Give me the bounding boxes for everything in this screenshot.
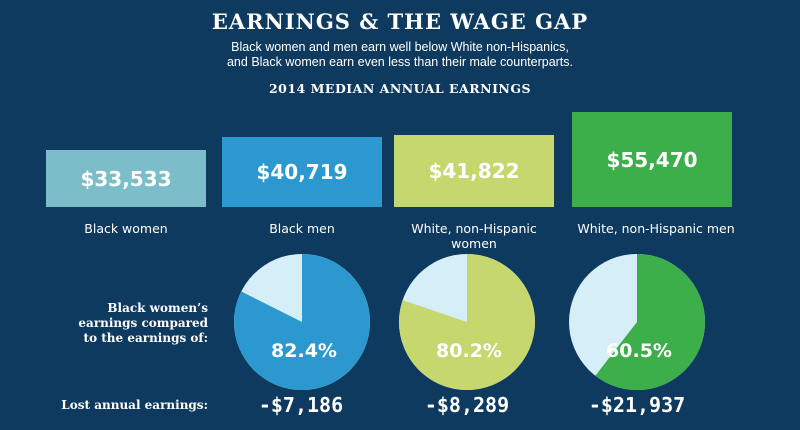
bar-value-label: $41,822	[428, 159, 520, 183]
pie-share-slice	[234, 254, 370, 390]
category-label-black-men: Black men	[269, 221, 335, 236]
chart-title: EARNINGS & THE WAGE GAP	[211, 9, 589, 34]
comparison-label-line-3: to the earnings of:	[83, 331, 208, 345]
subtitle-line-1: Black women and men earn well below Whit…	[231, 40, 569, 54]
bar-value-label: $40,719	[256, 160, 348, 184]
subtitle-line-2: and Black women earn even less than thei…	[226, 55, 574, 69]
category-label-white-men: White, non-Hispanic men	[577, 221, 735, 236]
section-title: 2014 MEDIAN ANNUAL EARNINGS	[268, 81, 532, 96]
lost-earnings-white-women: -$8,289	[424, 393, 510, 417]
bar-black-women: $33,533	[46, 150, 206, 207]
pie-percent-label: 82.4%	[271, 340, 337, 362]
pie-white-men: 60.5%	[569, 254, 705, 391]
comparison-label-line-1: Black women’s	[107, 301, 208, 315]
bar-value-label: $33,533	[80, 166, 172, 191]
bar-white-men: $55,470	[572, 112, 732, 207]
chart-subtitle: Black women and men earn well below Whit…	[0, 40, 800, 70]
pie-white-women: 80.2%	[398, 254, 536, 391]
bar-value-label: $55,470	[606, 147, 698, 172]
comparison-label-line-2: earnings compared	[78, 316, 208, 330]
comparison-label: Black women’s earnings compared to the e…	[30, 301, 208, 346]
pie-share-slice	[398, 254, 536, 391]
lost-earnings-black-men: -$7,186	[258, 393, 344, 417]
pie-share-slice	[595, 254, 705, 391]
pie-percent-label: 80.2%	[436, 340, 502, 362]
lost-earnings-white-men: -$21,937	[588, 393, 686, 417]
pie-black-men: 82.4%	[234, 254, 370, 390]
category-label-white-women: White, non-Hispanic women	[411, 221, 537, 251]
category-label-black-women: Black women	[84, 221, 168, 236]
bar-white-women: $41,822	[394, 135, 554, 207]
lost-earnings-label: Lost annual earnings:	[61, 398, 208, 412]
bar-black-men: $40,719	[222, 137, 382, 207]
pie-percent-label: 60.5%	[606, 340, 672, 362]
